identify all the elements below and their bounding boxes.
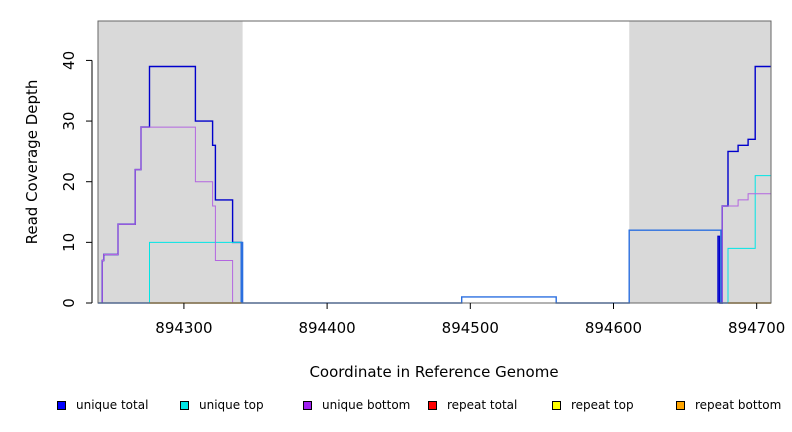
legend-swatch: [676, 400, 685, 410]
shaded-regions: [98, 21, 771, 303]
series-line-unique-bottom-5: [721, 193, 771, 303]
legend-label: repeat bottom: [695, 398, 782, 412]
plot-frame: [97, 20, 772, 304]
y-tick-label: 0: [60, 298, 78, 308]
legend-label: unique total: [76, 398, 149, 412]
legend-label: repeat top: [571, 398, 634, 412]
y-tick-label: 30: [60, 112, 78, 131]
legend-label: repeat total: [447, 398, 518, 412]
legend-swatch: [428, 400, 437, 410]
y-tick-label: 20: [60, 172, 78, 191]
shaded-region-1: [629, 21, 771, 303]
legend-label: unique bottom: [322, 398, 411, 412]
legend-item-repeat-top: repeat top: [552, 398, 634, 412]
legend-item-unique-bottom: unique bottom: [303, 398, 410, 412]
x-tick-label: 894400: [298, 319, 355, 337]
legend-item-repeat-bottom: repeat bottom: [676, 398, 781, 412]
legend-item-unique-top: unique top: [180, 398, 264, 412]
series-line-unique-total-1: [717, 65, 771, 304]
legend: unique total unique top unique bottom repea…: [0, 398, 792, 420]
series-line-unique-top-3: [727, 175, 771, 303]
legend-label: unique top: [199, 398, 264, 412]
axes: 894300 894400 894500 894600 894700 0 10 20 30 40: [60, 51, 785, 337]
legend-item-unique-total: unique total: [57, 398, 148, 412]
legend-item-repeat-total: repeat total: [428, 398, 517, 412]
coverage-chart: 894300 894400 894500 894600 894700010203040 …: [23, 20, 785, 381]
series-line-unique-bottom-4: [101, 126, 234, 303]
x-tick-label: 894500: [442, 319, 499, 337]
x-tick-label: 894700: [728, 319, 785, 337]
y-tick-label: 10: [60, 233, 78, 252]
x-tick-label: 894300: [155, 319, 212, 337]
legend-swatch: [552, 400, 561, 410]
x-tick-label: 894600: [585, 319, 642, 337]
legend-swatch: [57, 400, 66, 410]
y-axis-label: Read Coverage Depth: [23, 80, 41, 245]
legend-swatch: [303, 400, 312, 410]
series-line-combined-coverage-6: [98, 229, 771, 304]
x-axis-label: Coordinate in Reference Genome: [309, 363, 558, 381]
y-tick-label: 40: [60, 51, 78, 70]
shaded-region-0: [98, 21, 243, 303]
legend-swatch: [180, 400, 189, 410]
